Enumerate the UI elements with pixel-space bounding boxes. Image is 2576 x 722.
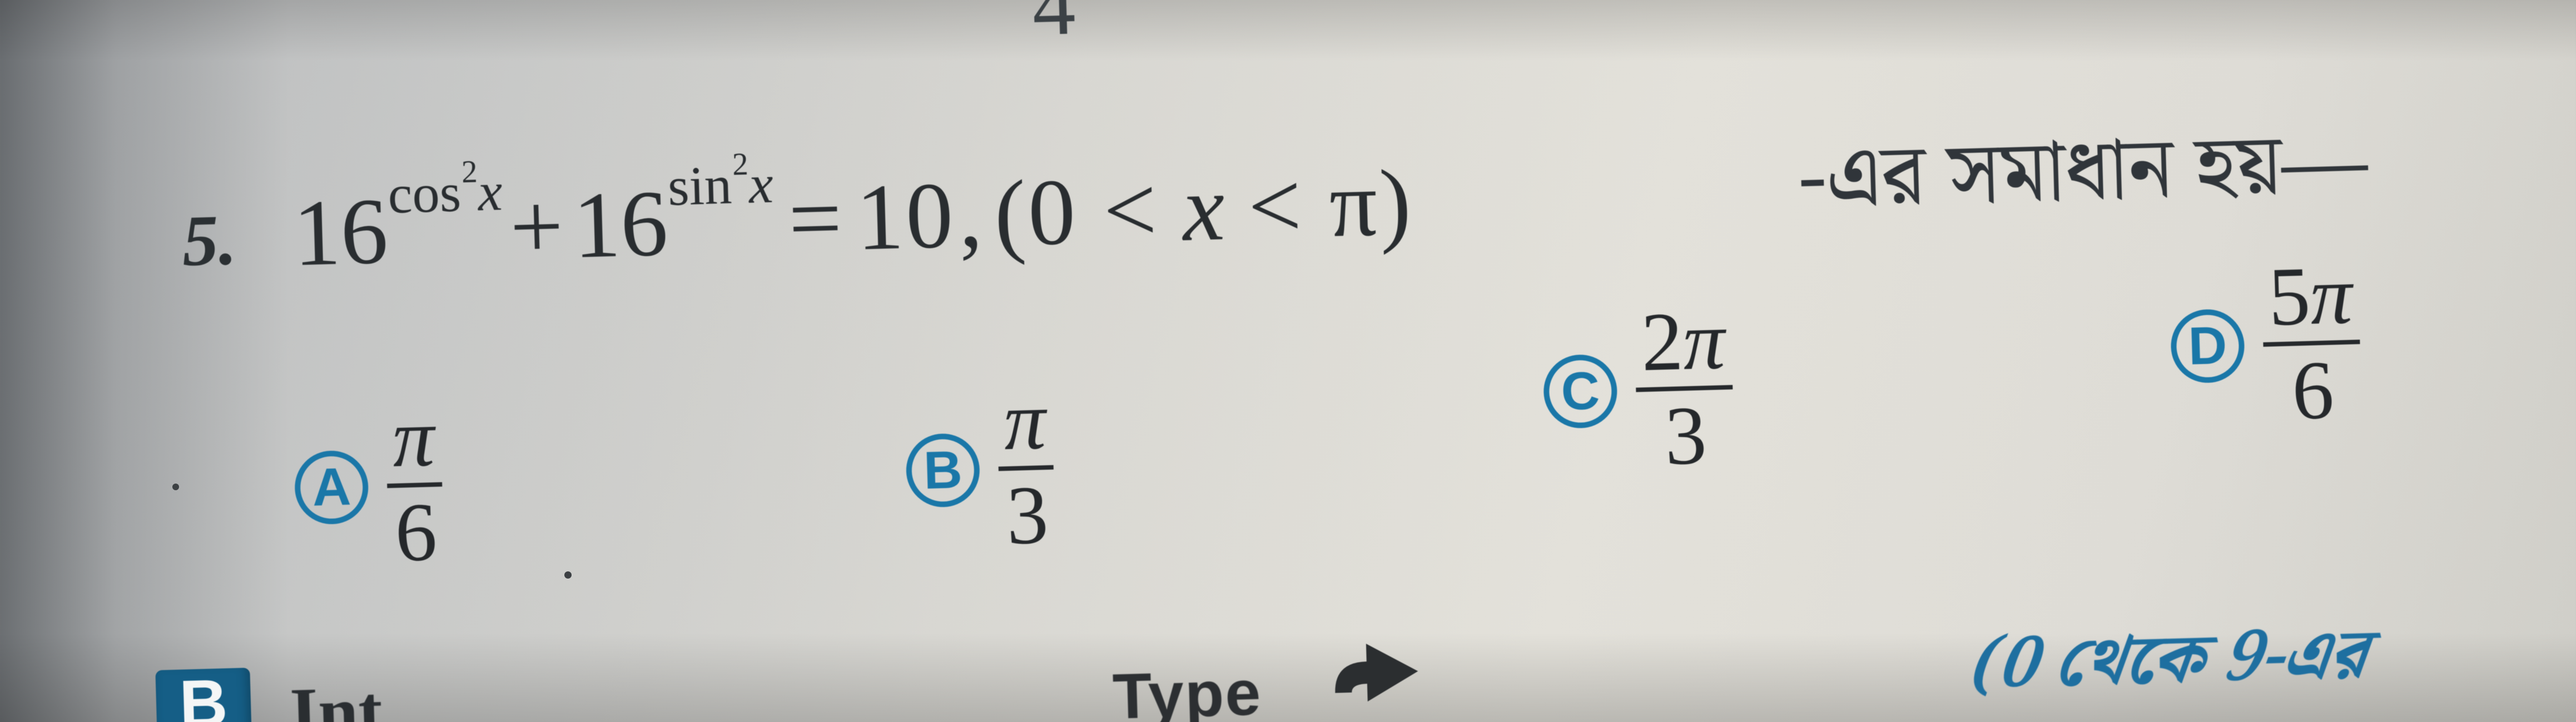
speck [172, 484, 179, 490]
arrow-icon [1322, 631, 1441, 713]
eq-exp2-fn: sin [667, 155, 733, 217]
bottom-fragment-right-bengali: (0 থেকে 9-এর [1962, 600, 2374, 722]
option-d-num: 5π [2261, 253, 2360, 341]
speck [564, 571, 572, 579]
section-b-box: B [155, 668, 252, 722]
option-c-value: 2π 3 [1634, 298, 1735, 479]
eq-domain-var: x [1181, 155, 1226, 261]
eq-plus: + [509, 173, 565, 280]
option-a-den: 6 [387, 487, 444, 575]
question-number: 5. [181, 198, 238, 283]
eq-equals: = [787, 166, 843, 272]
question-tail-bengali: -এর সমাধান হয়— [1798, 97, 2370, 250]
eq-exp1-pow: 2 [461, 154, 478, 190]
option-c-num: 2π [1634, 298, 1733, 387]
option-c[interactable]: C 2π 3 [1541, 298, 1735, 481]
option-c-marker: C [1543, 353, 1619, 429]
page-shade-left [0, 0, 289, 722]
option-d-marker: D [2170, 308, 2246, 384]
eq-exp2-pow: 2 [732, 147, 748, 182]
option-b-value: π 3 [996, 379, 1056, 558]
prev-question-fragment: 4 [1031, 0, 1076, 56]
equation: 16cos2x+16sin2x=10,(0 < x < π) [292, 146, 1415, 288]
option-d[interactable]: D 5π 6 [2168, 253, 2362, 436]
section-b-letter: B [178, 666, 229, 722]
eq-exp1-fn: cos [387, 163, 461, 226]
option-d-value: 5π 6 [2261, 253, 2362, 434]
option-a-num: π [385, 396, 442, 483]
eq-domain-open: (0 < [993, 157, 1160, 266]
option-a[interactable]: A π 6 [292, 396, 445, 577]
eq-comma: , [957, 162, 984, 267]
option-b-den: 3 [999, 471, 1056, 558]
eq-base-2: 16 [572, 171, 669, 278]
option-b[interactable]: B π 3 [904, 379, 1056, 560]
bottom-fragment-mid: Type [1112, 656, 1263, 722]
page-shade-top [0, 0, 2576, 61]
option-c-den: 3 [1636, 391, 1735, 479]
eq-base-1: 16 [292, 178, 389, 286]
option-b-num: π [996, 379, 1053, 466]
eq-exp2-var: x [748, 154, 774, 215]
eq-domain-close: < π) [1247, 150, 1414, 259]
option-a-value: π 6 [385, 396, 445, 575]
option-b-marker: B [905, 432, 981, 508]
bottom-fragment-left: Int [289, 670, 384, 722]
option-d-den: 6 [2264, 345, 2362, 434]
eq-rhs: 10 [855, 163, 956, 270]
eq-exp1-var: x [477, 162, 503, 223]
option-a-marker: A [294, 450, 369, 525]
